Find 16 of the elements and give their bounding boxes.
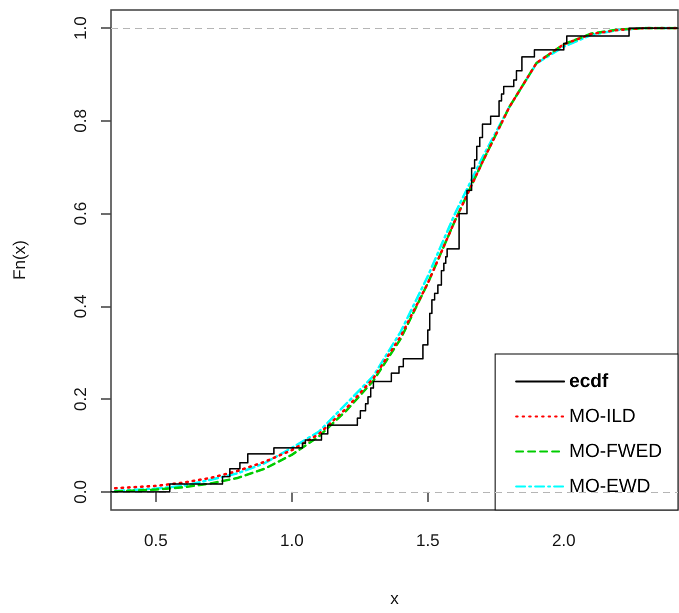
- legend-label: MO-ILD: [569, 406, 636, 427]
- x-tick-label: 2.0: [552, 531, 576, 550]
- x-tick-label: 1.5: [416, 531, 440, 550]
- y-axis-title: Fn(x): [10, 240, 29, 280]
- y-tick-label: 0.6: [71, 202, 90, 226]
- x-tick-label: 0.5: [144, 531, 168, 550]
- y-tick-label: 0.4: [71, 294, 90, 318]
- y-tick-label: 0.0: [71, 480, 90, 504]
- y-tick-label: 0.2: [71, 387, 90, 411]
- x-tick-label: 1.0: [280, 531, 304, 550]
- y-tick-label: 0.8: [71, 109, 90, 133]
- x-axis-title: x: [390, 589, 400, 608]
- legend-label: MO-EWD: [569, 476, 650, 497]
- y-tick-label: 1.0: [71, 16, 90, 40]
- legend-label: ecdf: [569, 371, 609, 392]
- legend-label: MO-FWED: [569, 441, 662, 462]
